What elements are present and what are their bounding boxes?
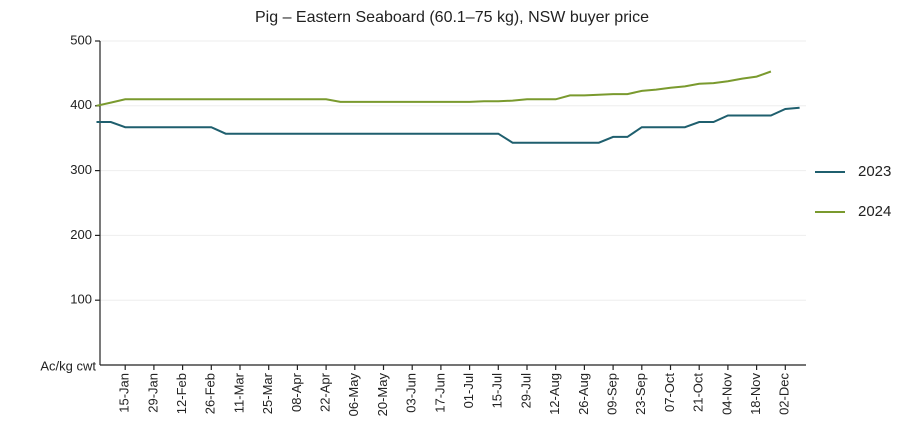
x-tick-label: 12-Aug (547, 373, 562, 415)
x-tick-label: 26-Feb (203, 373, 218, 414)
x-tick-label: 17-Jun (432, 373, 447, 413)
x-tick-label: 11-Mar (231, 372, 246, 413)
x-tick-label: 09-Sep (605, 373, 620, 415)
legend-label: 2023 (858, 163, 891, 180)
x-tick-label: 18-Nov (748, 373, 763, 415)
x-tick-label: 04-Nov (719, 373, 734, 415)
series-line (96, 70, 772, 107)
chart-title: Pig – Eastern Seaboard (60.1–75 kg), NSW… (255, 9, 649, 26)
series-line (96, 106, 800, 144)
x-tick-label: 15-Jan (117, 373, 132, 413)
x-tick-label: 08-Apr (289, 372, 304, 412)
y-tick-label: 100 (70, 292, 92, 307)
x-tick-label: 25-Mar (260, 372, 275, 414)
x-tick-label: 29-Jul (518, 373, 533, 409)
x-tick-label: 15-Jul (490, 373, 505, 409)
x-tick-label: 12-Feb (174, 373, 189, 414)
y-tick-label: 300 (70, 162, 92, 177)
x-tick-label: 03-Jun (404, 373, 419, 413)
x-tick-label: 22-Apr (318, 372, 333, 412)
x-tick-label: 26-Aug (576, 373, 591, 415)
x-tick-label: 02-Dec (777, 373, 792, 415)
x-tick-label: 21-Oct (691, 373, 706, 412)
x-tick-label: 07-Oct (662, 373, 677, 412)
x-tick-label: 23-Sep (633, 373, 648, 415)
x-tick-label: 06-May (346, 373, 361, 417)
y-axis-label: Ac/kg cwt (40, 358, 96, 373)
y-tick-label: 500 (70, 32, 92, 47)
y-tick-label: 200 (70, 227, 92, 242)
x-tick-label: 20-May (375, 373, 390, 417)
legend-label: 2024 (858, 203, 891, 220)
x-tick-label: 29-Jan (145, 373, 160, 413)
x-tick-label: 01-Jul (461, 373, 476, 409)
y-tick-label: 400 (70, 97, 92, 112)
